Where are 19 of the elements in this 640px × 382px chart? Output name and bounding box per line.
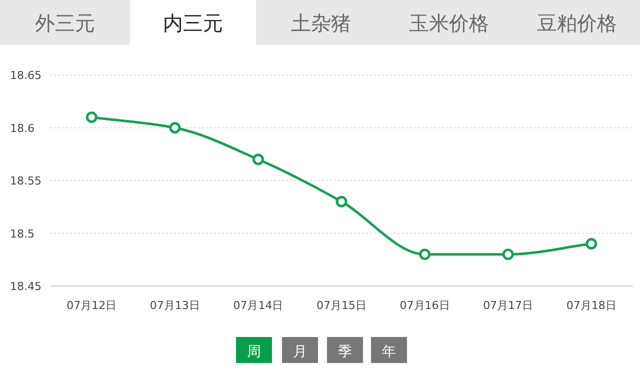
y-tick-label: 18.55 bbox=[10, 174, 42, 188]
point bbox=[252, 154, 264, 166]
x-tick-label: 07月17日 bbox=[483, 299, 534, 312]
point bbox=[169, 122, 181, 134]
point bbox=[419, 248, 431, 260]
point bbox=[336, 196, 348, 208]
y-tick-label: 18.45 bbox=[10, 280, 42, 293]
x-tick-label: 07月16日 bbox=[400, 299, 450, 312]
x-tick-label: 07月18日 bbox=[566, 299, 616, 312]
x-tick-label: 07月15日 bbox=[316, 299, 366, 312]
y-tick-label: 18.5 bbox=[10, 227, 34, 240]
x-tick-label: 07月12日 bbox=[66, 299, 117, 312]
point bbox=[502, 248, 514, 260]
x-tick-label: 07月14日 bbox=[233, 299, 284, 312]
y-tick-label: 18.6 bbox=[10, 122, 34, 135]
y-tick-label: 18.65 bbox=[10, 69, 42, 82]
x-tick-label: 07月13日 bbox=[150, 299, 200, 312]
point bbox=[86, 111, 98, 123]
point bbox=[586, 238, 598, 250]
